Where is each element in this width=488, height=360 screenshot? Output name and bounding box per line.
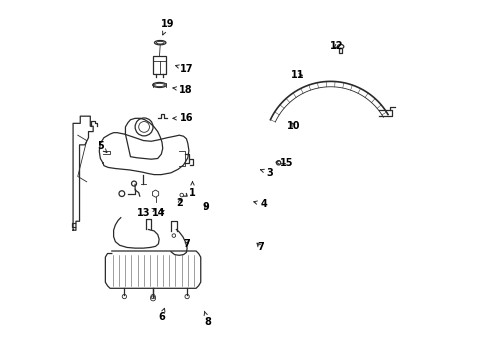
Text: 3: 3 [260, 168, 272, 178]
Text: 12: 12 [329, 41, 343, 50]
Text: 7: 7 [257, 242, 264, 252]
Text: 8: 8 [203, 311, 211, 327]
Text: 14: 14 [152, 208, 165, 218]
Text: 18: 18 [173, 85, 192, 95]
Text: 17: 17 [175, 64, 193, 74]
Text: 9: 9 [202, 202, 209, 212]
Text: 15: 15 [276, 158, 293, 168]
Text: 11: 11 [290, 70, 304, 80]
Text: 13: 13 [136, 208, 156, 218]
Text: 10: 10 [286, 121, 300, 131]
Text: 1: 1 [189, 181, 196, 198]
Text: 7: 7 [183, 239, 189, 249]
Text: 5: 5 [97, 141, 106, 152]
Text: 6: 6 [158, 308, 164, 322]
Text: 4: 4 [253, 199, 267, 210]
Text: 2: 2 [176, 198, 183, 208]
Text: 16: 16 [173, 113, 193, 123]
Text: 19: 19 [161, 19, 174, 35]
